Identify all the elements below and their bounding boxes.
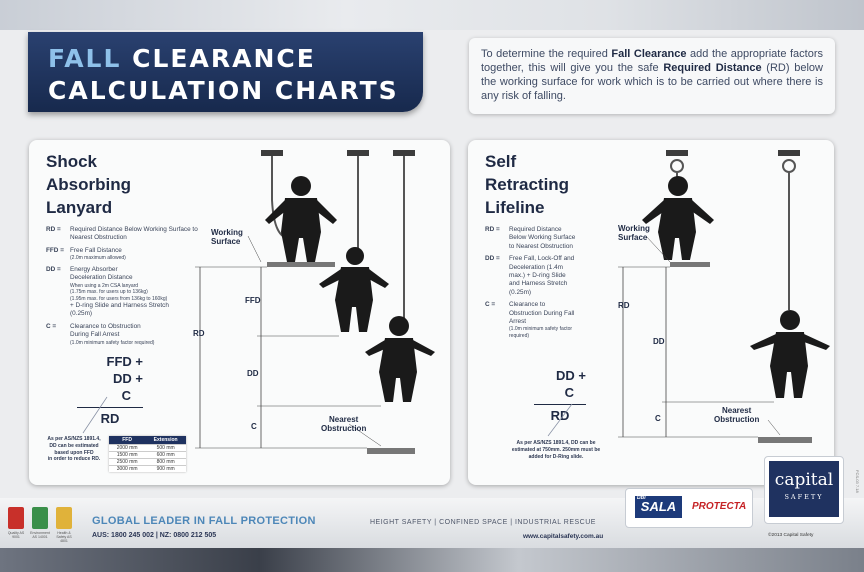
table-header-ffd: FFD	[109, 436, 146, 445]
label-ffd: FFD	[245, 296, 261, 305]
card-title-shock-absorbing-lanyard: Shock Absorbing Lanyard	[46, 152, 131, 217]
left-note: As per AS/NZS 1891.4, DD can be estimate…	[47, 436, 101, 463]
footer-services: HEIGHT SAFETY | CONFINED SPACE | INDUSTR…	[370, 519, 596, 526]
left-note-pointer	[82, 396, 108, 434]
document-code: FCS-03 7.18	[855, 470, 860, 493]
legend-row-rd: RD = Required Distance Below Working Sur…	[46, 226, 198, 242]
label-rd: RD	[618, 301, 630, 310]
cert-caption: Health & Safety AS 4801	[56, 531, 72, 543]
anchor-point-1	[261, 150, 283, 156]
right-legend: RD = Required Distance Below Working Surf…	[485, 226, 605, 343]
table-row: 1500 mm 600 mm	[109, 451, 186, 459]
footer-tagline: GLOBAL LEADER IN FALL PROTECTION	[92, 515, 316, 527]
label-working-surface: Working Surface	[618, 224, 650, 242]
anchor-point-1	[666, 150, 688, 156]
ffd-extension-table: FFD Extension 2000 mm 500 mm 1500 mm 600 m…	[109, 436, 186, 472]
cert-caption: Quality AS 9001	[7, 531, 25, 539]
label-nearest-obstruction: Nearest Obstruction	[321, 415, 367, 433]
left-legend: RD = Required Distance Below Working Sur…	[46, 226, 216, 350]
self-retracting-lifeline-card: Self Retracting Lifeline RD = Required D…	[468, 140, 834, 485]
shock-absorbing-lanyard-card: Shock Absorbing Lanyard RD = Required Di…	[29, 140, 450, 485]
legend-row-ffd: FFD = Free Fall Distance (2.0m maximum al…	[46, 246, 126, 262]
label-nearest-obstruction: Nearest Obstruction	[714, 406, 760, 424]
top-photo-band	[0, 0, 864, 30]
worker-figure-standing	[642, 176, 714, 260]
label-c: C	[655, 414, 661, 423]
legend-row-dd: DD = Energy Absorber Deceleration Distan…	[46, 265, 169, 318]
nearest-obstruction	[367, 448, 415, 454]
copyright-text: ©2013 Capital Safety	[768, 533, 814, 538]
label-dd: DD	[247, 369, 259, 378]
intro-text: To determine the required Fall Clearance…	[469, 38, 835, 114]
anchor-point-3	[393, 150, 415, 156]
capital-safety-logo: capital SAFETY	[764, 456, 844, 524]
card-title-self-retracting-lifeline: Self Retracting Lifeline	[485, 152, 570, 217]
working-surface-platform	[670, 262, 710, 267]
protecta-logo: PROTECTA	[692, 501, 747, 512]
bottom-photo-band	[0, 548, 864, 572]
brand-logos: DBI SALA PROTECTA	[625, 488, 753, 528]
right-note: As per AS/NZS 1891.4, DD can be estimate…	[511, 440, 601, 460]
page-title-line1: FALL CLEARANCE	[48, 44, 316, 73]
footer-contact: AUS: 1800 245 002 | NZ: 0800 212 505	[92, 532, 217, 539]
nearest-obstruction	[758, 437, 812, 443]
left-formula: FFD + DD + C RD	[77, 353, 143, 427]
label-working-surface: Working Surface	[211, 228, 243, 246]
anchor-point-2	[778, 150, 800, 156]
right-formula: DD + C RD	[534, 367, 586, 424]
footer-website-link[interactable]: www.capitalsafety.com.au	[523, 533, 604, 540]
title-banner: FALL CLEARANCE CALCULATION CHARTS	[28, 32, 423, 112]
working-surface-platform	[267, 262, 335, 267]
worker-figure-falling	[319, 247, 389, 332]
lanyard-diagram-graphic	[195, 150, 435, 454]
label-c: C	[251, 422, 257, 431]
page-title-line2: CALCULATION CHARTS	[48, 76, 399, 105]
legend-row-dd: DD = Free Fall, Lock-Off and Deceleration…	[485, 255, 575, 296]
legend-row-rd: RD = Required Distance Below Working Surf…	[485, 226, 576, 250]
label-dd: DD	[653, 337, 665, 346]
table-row: 2500 mm 800 mm	[109, 458, 186, 466]
srl-diagram-graphic	[618, 150, 830, 443]
health-safety-cert-icon	[56, 507, 72, 529]
table-row: 2000 mm 500 mm	[109, 444, 186, 452]
worker-figure-standing	[265, 176, 337, 262]
environment-cert-icon	[32, 507, 48, 529]
right-note-pointer	[547, 403, 573, 437]
table-row: 3000 mm 900 mm	[109, 465, 186, 472]
legend-row-c: C = Clearance to Obstruction During Fall A…	[485, 301, 575, 339]
table-header-extension: Extension	[145, 436, 186, 445]
cert-caption: Environment AS 14001	[30, 531, 50, 539]
legend-row-c: C = Clearance to Obstruction During Fall …	[46, 322, 155, 346]
certification-icons	[8, 507, 72, 529]
dbi-sala-logo: DBI SALA	[635, 495, 682, 518]
quality-cert-icon	[8, 507, 24, 529]
worker-figure-arrested	[365, 316, 435, 402]
worker-figure-arrested	[750, 310, 830, 398]
label-rd: RD	[193, 329, 205, 338]
anchor-point-2	[347, 150, 369, 156]
